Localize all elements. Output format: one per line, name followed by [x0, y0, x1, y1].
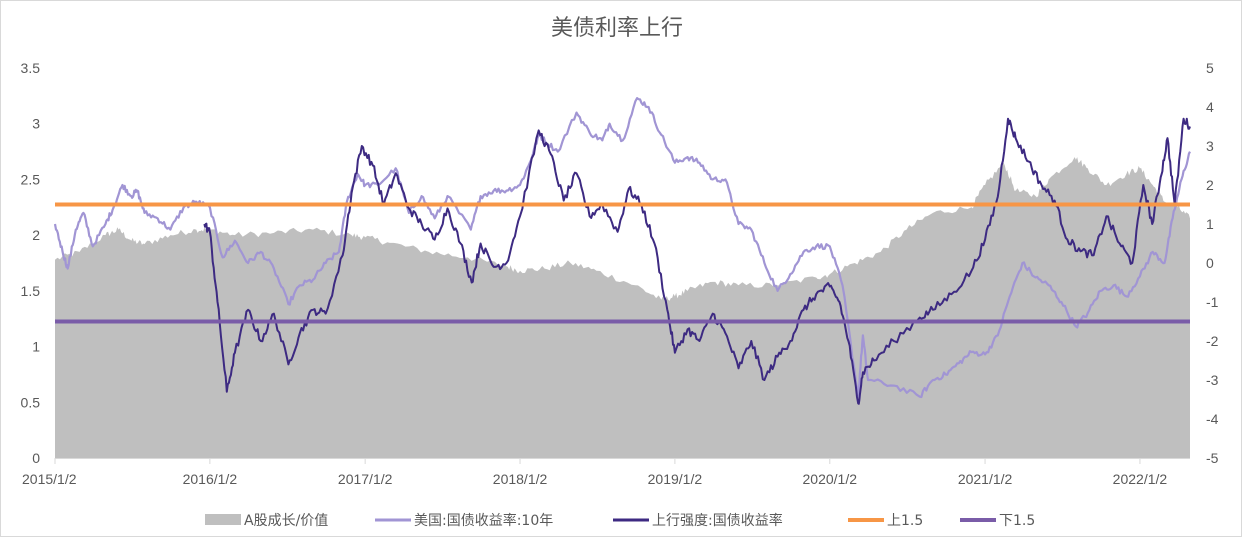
line-series-strength [203, 117, 1191, 405]
left-tick-label: 0.5 [21, 394, 41, 410]
left-tick-label: 3.5 [21, 60, 41, 76]
chart-title: 美债利率上行 [551, 16, 683, 41]
left-tick-label: 0 [32, 450, 40, 466]
legend: A股成长/价值 美国:国债收益率:10年 上行强度:国债收益率 上1.5 下1.5 [205, 512, 1035, 529]
left-tick-label: 1.5 [21, 283, 41, 299]
x-tick-label: 2016/1/2 [183, 471, 238, 487]
left-axis: 0 0.5 1 1.5 2 2.5 3 3.5 [21, 60, 41, 466]
area-series-growth-value [55, 157, 1190, 458]
left-tick-label: 2.5 [21, 171, 41, 187]
right-tick-label: -1 [1206, 294, 1219, 310]
right-tick-label: -4 [1206, 411, 1219, 427]
x-tick-label: 2017/1/2 [338, 471, 393, 487]
legend-label: A股成长/价值 [244, 513, 328, 529]
left-tick-label: 3 [32, 116, 40, 132]
legend-label: 美国:国债收益率:10年 [414, 512, 553, 529]
right-tick-label: 2 [1206, 177, 1214, 193]
right-tick-label: 5 [1206, 60, 1214, 76]
legend-label: 下1.5 [999, 513, 1035, 529]
right-tick-label: 3 [1206, 138, 1214, 154]
lines-layer [53, 97, 1191, 459]
x-tick-label: 2018/1/2 [493, 471, 548, 487]
x-tick-label: 2019/1/2 [648, 471, 703, 487]
legend-label: 上行强度:国债收益率 [652, 512, 783, 529]
legend-label: 上1.5 [887, 513, 923, 529]
x-tick-label: 2015/1/2 [22, 471, 77, 487]
area-layer [55, 157, 1190, 458]
right-tick-label: -3 [1206, 372, 1219, 388]
right-tick-label: -2 [1206, 333, 1219, 349]
left-tick-label: 1 [32, 339, 40, 355]
x-tick-label: 2020/1/2 [803, 471, 858, 487]
right-tick-label: 1 [1206, 216, 1214, 232]
line-series-us10y [53, 97, 1191, 399]
right-axis: -5 -4 -3 -2 -1 0 1 2 3 4 5 [1206, 60, 1219, 466]
right-tick-label: 4 [1206, 99, 1214, 115]
left-tick-label: 2 [32, 227, 40, 243]
legend-swatch [205, 514, 241, 525]
x-axis: 2015/1/2 2016/1/2 2017/1/2 2018/1/2 2019/1/2… [22, 458, 1167, 487]
x-tick-label: 2021/1/2 [958, 471, 1013, 487]
right-tick-label: 0 [1206, 255, 1214, 271]
right-tick-label: -5 [1206, 450, 1219, 466]
x-tick-label: 2022/1/2 [1113, 471, 1168, 487]
